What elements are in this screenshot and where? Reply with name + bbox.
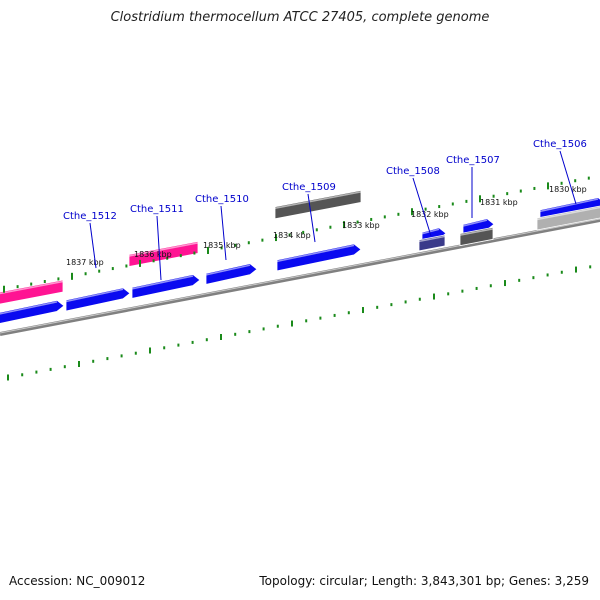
cds-arrow-5-shine: [421, 228, 440, 235]
cds-arrow-3: [205, 263, 258, 285]
gene-label: Cthe_1507: [446, 155, 500, 166]
cds-arrow-0-shine: [0, 301, 58, 315]
rrna-feature-1: [0, 279, 64, 305]
gene-label: Cthe_1506: [533, 139, 587, 150]
gray-feature-1-shine: [274, 191, 362, 209]
kbp-label: 1836 kbp: [134, 250, 172, 259]
rrna-feature-1-shine: [0, 280, 64, 295]
gene-leader-line: [559, 150, 577, 205]
cds-arrow-4-shine: [276, 244, 355, 263]
kbp-label: 1837 kbp: [66, 258, 104, 267]
kbp-label: 1831 kbp: [480, 198, 518, 207]
kbp-label: 1835 kbp: [203, 241, 241, 250]
gc-skew-track: [7, 265, 592, 381]
gene-label: Cthe_1512: [63, 211, 117, 222]
accession-label: Accession: NC_009012: [9, 574, 146, 588]
gene-leader-line: [156, 215, 162, 281]
cds-arrow-2: [131, 274, 201, 299]
kbp-label: 1834 kbp: [273, 231, 311, 240]
lightgray-feature-shine: [536, 206, 600, 221]
gene-leader-line: [307, 193, 316, 243]
lightgray-feature: [536, 205, 600, 231]
rrna-feature-2: [128, 240, 199, 267]
topology-label: Topology: circular; Length: 3,843,301 bp…: [259, 574, 589, 588]
cds-arrow-1: [65, 287, 131, 312]
gene-leader-line: [220, 205, 227, 261]
kbp-ruler: 1837 kbp 1836 kbp 1835 kbp 1834 kbp 1833 kbp…: [3, 176, 590, 293]
gene-leader-line: [89, 222, 97, 269]
cds-arrow-6-shine: [462, 219, 488, 227]
gray-feature-1: [274, 189, 362, 220]
gray-feature-2-shine: [459, 228, 494, 236]
kbp-label: 1830 kbp: [549, 185, 587, 194]
cds-arrow-3-shine: [205, 264, 251, 276]
backbone-highlight: [0, 218, 600, 334]
gene-label: Cthe_1511: [130, 204, 184, 215]
gray-feature-2: [459, 226, 494, 247]
backbone-line: [0, 218, 600, 336]
gene-leader-line: [412, 177, 432, 237]
map-title: Clostridium thermocellum ATCC 27405, com…: [110, 10, 490, 25]
purple-feature-shine: [418, 235, 446, 243]
genome-backbone: [0, 218, 600, 336]
gene-label: Cthe_1509: [282, 182, 336, 193]
cds-arrow-1-shine: [65, 288, 124, 303]
kbp-label: 1832 kbp: [411, 210, 449, 219]
cds-arrow-4: [276, 243, 362, 272]
gene-label: Cthe_1508: [386, 166, 440, 177]
gene-label: Cthe_1510: [195, 194, 249, 205]
cds-arrow-2-shine: [131, 275, 194, 290]
purple-feature: [418, 234, 446, 252]
cds-arrow-7-shine: [539, 198, 599, 213]
gene-labels: Cthe_1512 Cthe_1511 Cthe_1510 Cthe_1509 Cthe…: [63, 139, 587, 281]
rrna-feature-2-shine: [128, 242, 199, 257]
cds-arrow-0: [0, 299, 65, 324]
feature-track: [0, 189, 600, 324]
kbp-label: 1833 kbp: [342, 221, 380, 230]
